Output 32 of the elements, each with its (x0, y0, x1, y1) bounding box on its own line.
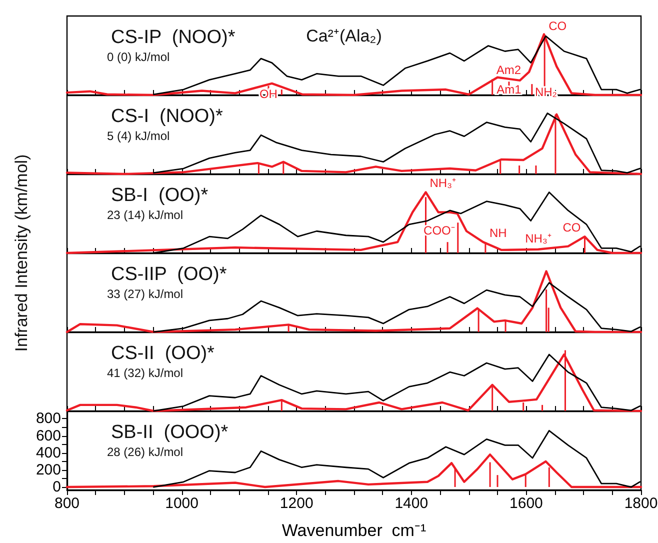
annotation: Ca²⁺(Ala₂) (306, 26, 382, 46)
x-tick-label: 1400 (394, 495, 428, 512)
annotation: 41 (32) kJ/mol (107, 366, 184, 380)
y-tick-label: 0 (52, 478, 61, 496)
x-tick-label: 800 (54, 495, 80, 512)
chart-title: CS-IIP (OO)* (111, 264, 228, 285)
annotation: CO (562, 220, 581, 235)
annotation: 33 (27) kJ/mol (107, 287, 184, 301)
y-tick-label: 200 (36, 461, 61, 478)
x-tick-label: 1000 (165, 495, 198, 512)
annotation: NH (489, 226, 507, 240)
x-tick-label: 1600 (510, 495, 543, 512)
x-axis-title: Wavenumber cm⁻¹ (282, 521, 426, 540)
annotation: Am2 (496, 63, 522, 78)
y-tick-label: 800 (36, 410, 61, 428)
chart-title: CS-II (OO)* (111, 343, 216, 364)
annotation: NH₃⁺ (430, 176, 456, 190)
annotation: 23 (14) kJ/mol (107, 208, 184, 222)
chart-title: SB-I (OO)* (111, 185, 209, 206)
chart-title: CS-I (NOO)* (111, 106, 224, 127)
annotation: CO (548, 18, 567, 33)
x-tick-label: 1200 (280, 495, 314, 512)
y-axis-title: Infrared Intensity (km/mol) (12, 154, 32, 352)
y-tick-label: 400 (36, 444, 61, 462)
annotation: 5 (4) kJ/mol (107, 129, 170, 143)
annotation: 28 (26) kJ/mol (107, 445, 184, 459)
annotation: NH₃⁺ (525, 231, 552, 246)
chart-title: CS-IP (NOO)* (111, 27, 236, 48)
y-tick-label: 600 (36, 427, 61, 444)
text: SB-II (OOO)* (111, 422, 229, 443)
x-tick-label: 1800 (624, 495, 658, 512)
annotation: 0 (0) kJ/mol (107, 50, 170, 64)
